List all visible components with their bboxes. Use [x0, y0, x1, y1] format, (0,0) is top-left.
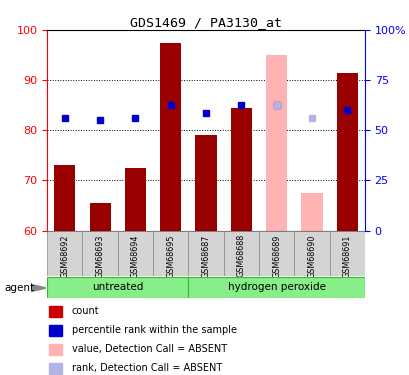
Text: GSM68693: GSM68693 — [95, 234, 104, 278]
Bar — [47, 277, 188, 298]
Bar — [82, 231, 117, 276]
Text: GSM68690: GSM68690 — [307, 234, 316, 278]
Text: GSM68691: GSM68691 — [342, 234, 351, 278]
Polygon shape — [31, 284, 46, 292]
Bar — [49, 344, 62, 354]
Bar — [230, 108, 251, 231]
Bar — [124, 168, 146, 231]
Bar — [258, 231, 294, 276]
Bar — [265, 55, 287, 231]
Bar — [195, 135, 216, 231]
Text: agent: agent — [4, 283, 34, 293]
Text: value, Detection Call = ABSENT: value, Detection Call = ABSENT — [71, 344, 226, 354]
Title: GDS1469 / PA3130_at: GDS1469 / PA3130_at — [130, 16, 281, 29]
Bar — [294, 231, 329, 276]
Text: hydrogen peroxide: hydrogen peroxide — [227, 282, 325, 292]
Bar — [188, 277, 364, 298]
Text: GSM68688: GSM68688 — [236, 234, 245, 278]
Bar — [54, 165, 75, 231]
Bar — [47, 231, 82, 276]
Bar — [223, 231, 258, 276]
Bar — [117, 231, 153, 276]
Bar — [89, 203, 110, 231]
Text: GSM68689: GSM68689 — [272, 234, 281, 278]
Text: untreated: untreated — [92, 282, 143, 292]
Text: count: count — [71, 306, 99, 316]
Text: GSM68694: GSM68694 — [130, 234, 139, 278]
Bar — [49, 363, 62, 374]
Text: percentile rank within the sample: percentile rank within the sample — [71, 326, 236, 335]
Text: GSM68695: GSM68695 — [166, 234, 175, 278]
Bar — [49, 325, 62, 336]
Bar — [160, 42, 181, 231]
Text: GSM68687: GSM68687 — [201, 234, 210, 278]
Bar — [49, 306, 62, 316]
Bar — [336, 73, 357, 231]
Bar — [301, 193, 322, 231]
Bar — [188, 231, 223, 276]
Text: rank, Detection Call = ABSENT: rank, Detection Call = ABSENT — [71, 363, 221, 374]
Bar — [329, 231, 364, 276]
Text: GSM68692: GSM68692 — [60, 234, 69, 278]
Bar — [153, 231, 188, 276]
